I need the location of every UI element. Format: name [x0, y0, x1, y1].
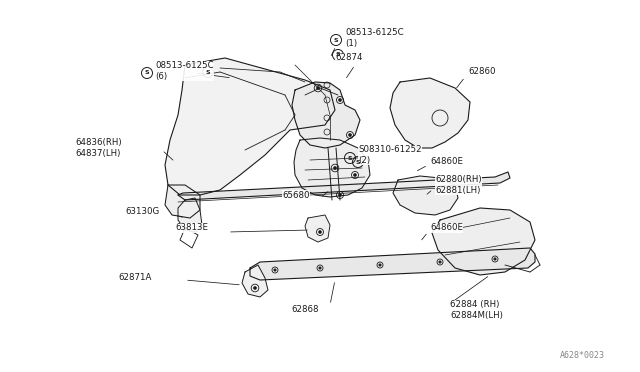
Polygon shape	[390, 78, 470, 148]
Text: 62868: 62868	[291, 305, 319, 314]
Circle shape	[274, 269, 276, 271]
Polygon shape	[432, 208, 535, 275]
Circle shape	[319, 231, 321, 234]
Circle shape	[379, 264, 381, 266]
Polygon shape	[178, 198, 202, 232]
Circle shape	[494, 258, 496, 260]
Text: 62884 (RH)
62884M(LH): 62884 (RH) 62884M(LH)	[450, 300, 503, 320]
Polygon shape	[165, 185, 200, 218]
Polygon shape	[242, 265, 268, 297]
Text: S: S	[205, 70, 211, 74]
Circle shape	[439, 261, 441, 263]
Text: 63130G: 63130G	[125, 208, 159, 217]
Polygon shape	[294, 138, 370, 197]
Circle shape	[253, 286, 257, 289]
Text: S: S	[145, 71, 149, 76]
Circle shape	[319, 267, 321, 269]
Polygon shape	[178, 172, 510, 200]
Text: 64860E: 64860E	[430, 224, 463, 232]
Text: 62860: 62860	[468, 67, 495, 77]
Circle shape	[333, 167, 337, 170]
Polygon shape	[292, 82, 360, 148]
Circle shape	[339, 193, 342, 196]
Polygon shape	[250, 248, 535, 280]
Text: 64836(RH)
64837(LH): 64836(RH) 64837(LH)	[75, 138, 122, 158]
Text: 62874: 62874	[335, 54, 362, 62]
Circle shape	[349, 134, 351, 137]
Text: 62871A: 62871A	[118, 273, 152, 282]
Text: S08310-61252
(2): S08310-61252 (2)	[358, 145, 422, 165]
Text: 65680: 65680	[282, 190, 310, 199]
Text: 62880(RH)
62881(LH): 62880(RH) 62881(LH)	[435, 175, 482, 195]
Text: S: S	[356, 160, 360, 164]
Text: S: S	[336, 52, 340, 58]
Polygon shape	[393, 176, 458, 215]
Circle shape	[317, 87, 319, 90]
Text: 08513-6125C
(6): 08513-6125C (6)	[155, 61, 214, 81]
Circle shape	[339, 99, 342, 102]
Polygon shape	[305, 215, 330, 242]
Text: 08513-6125C
(1): 08513-6125C (1)	[345, 28, 404, 48]
Text: 63813E: 63813E	[175, 224, 208, 232]
Text: 64860E: 64860E	[430, 157, 463, 167]
Text: S: S	[333, 38, 339, 42]
Circle shape	[353, 173, 356, 176]
Polygon shape	[165, 58, 335, 195]
Text: A628*0023: A628*0023	[560, 351, 605, 360]
Text: S: S	[348, 155, 352, 160]
